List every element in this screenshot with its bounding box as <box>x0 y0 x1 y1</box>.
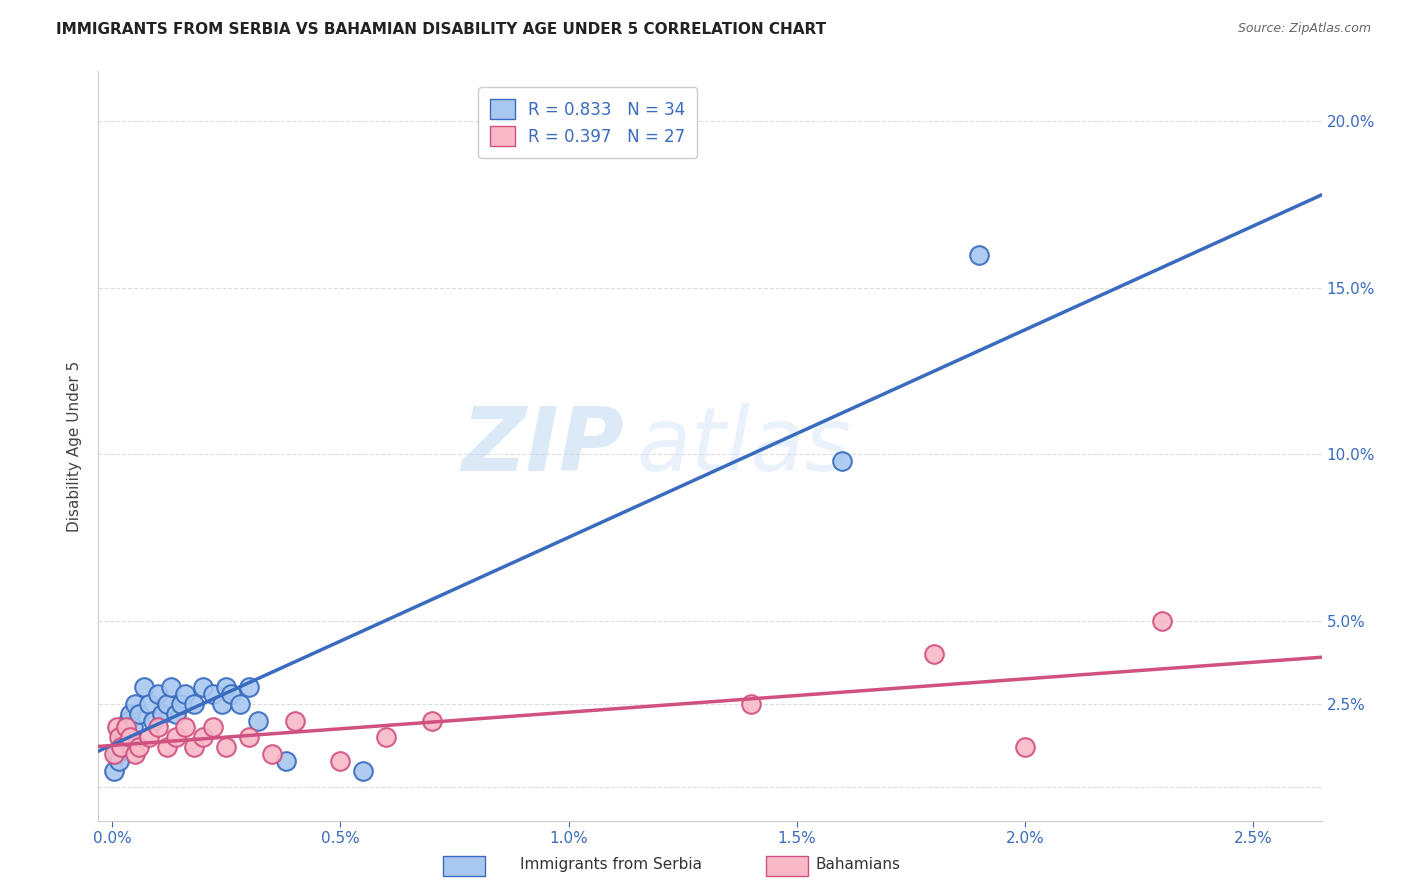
Point <box>114 720 136 734</box>
Point <box>108 754 131 768</box>
Text: atlas: atlas <box>637 403 852 489</box>
Point <box>110 740 132 755</box>
Text: ZIP: ZIP <box>461 402 624 490</box>
Point <box>150 707 173 722</box>
Text: Immigrants from Serbia: Immigrants from Serbia <box>520 857 702 872</box>
Point <box>105 747 128 761</box>
Point <box>132 681 155 695</box>
Point <box>124 697 146 711</box>
Point <box>169 697 191 711</box>
Point <box>105 720 128 734</box>
Point <box>1150 614 1173 628</box>
Point <box>183 697 205 711</box>
Point <box>117 714 139 728</box>
Point <box>120 731 142 745</box>
Point <box>969 247 991 261</box>
Point <box>284 714 307 728</box>
Point <box>831 454 853 468</box>
Point <box>156 697 179 711</box>
Point <box>110 740 132 755</box>
Point <box>193 731 215 745</box>
Point <box>174 687 197 701</box>
Text: Source: ZipAtlas.com: Source: ZipAtlas.com <box>1237 22 1371 36</box>
Text: IMMIGRANTS FROM SERBIA VS BAHAMIAN DISABILITY AGE UNDER 5 CORRELATION CHART: IMMIGRANTS FROM SERBIA VS BAHAMIAN DISAB… <box>56 22 827 37</box>
Point <box>229 697 252 711</box>
Point <box>274 754 297 768</box>
Point <box>260 747 283 761</box>
Point <box>138 731 160 745</box>
Point <box>219 687 242 701</box>
Point <box>247 714 270 728</box>
Point <box>103 764 125 778</box>
Point <box>112 731 135 745</box>
Point <box>146 687 169 701</box>
Point <box>215 681 238 695</box>
Point <box>201 720 224 734</box>
Point <box>193 681 215 695</box>
Y-axis label: Disability Age Under 5: Disability Age Under 5 <box>66 360 82 532</box>
Point <box>183 740 205 755</box>
Point <box>103 747 125 761</box>
Point <box>922 647 945 661</box>
Point <box>128 740 150 755</box>
Point <box>238 681 260 695</box>
Point <box>142 714 165 728</box>
Point <box>114 720 136 734</box>
Point <box>740 697 762 711</box>
Point <box>375 731 398 745</box>
Point <box>120 707 142 722</box>
Point <box>165 731 187 745</box>
Legend: R = 0.833   N = 34, R = 0.397   N = 27: R = 0.833 N = 34, R = 0.397 N = 27 <box>478 87 697 158</box>
Point <box>215 740 238 755</box>
Point <box>174 720 197 734</box>
Point <box>121 720 143 734</box>
Point <box>352 764 374 778</box>
Point <box>211 697 233 711</box>
Point <box>420 714 443 728</box>
Point <box>128 707 150 722</box>
Point <box>165 707 187 722</box>
Point <box>160 681 183 695</box>
Point <box>108 731 131 745</box>
Point <box>146 720 169 734</box>
Point <box>329 754 352 768</box>
Point <box>201 687 224 701</box>
Point <box>138 697 160 711</box>
Point <box>238 731 260 745</box>
Text: Bahamians: Bahamians <box>815 857 900 872</box>
Point <box>156 740 179 755</box>
Point <box>124 747 146 761</box>
Point <box>1014 740 1036 755</box>
